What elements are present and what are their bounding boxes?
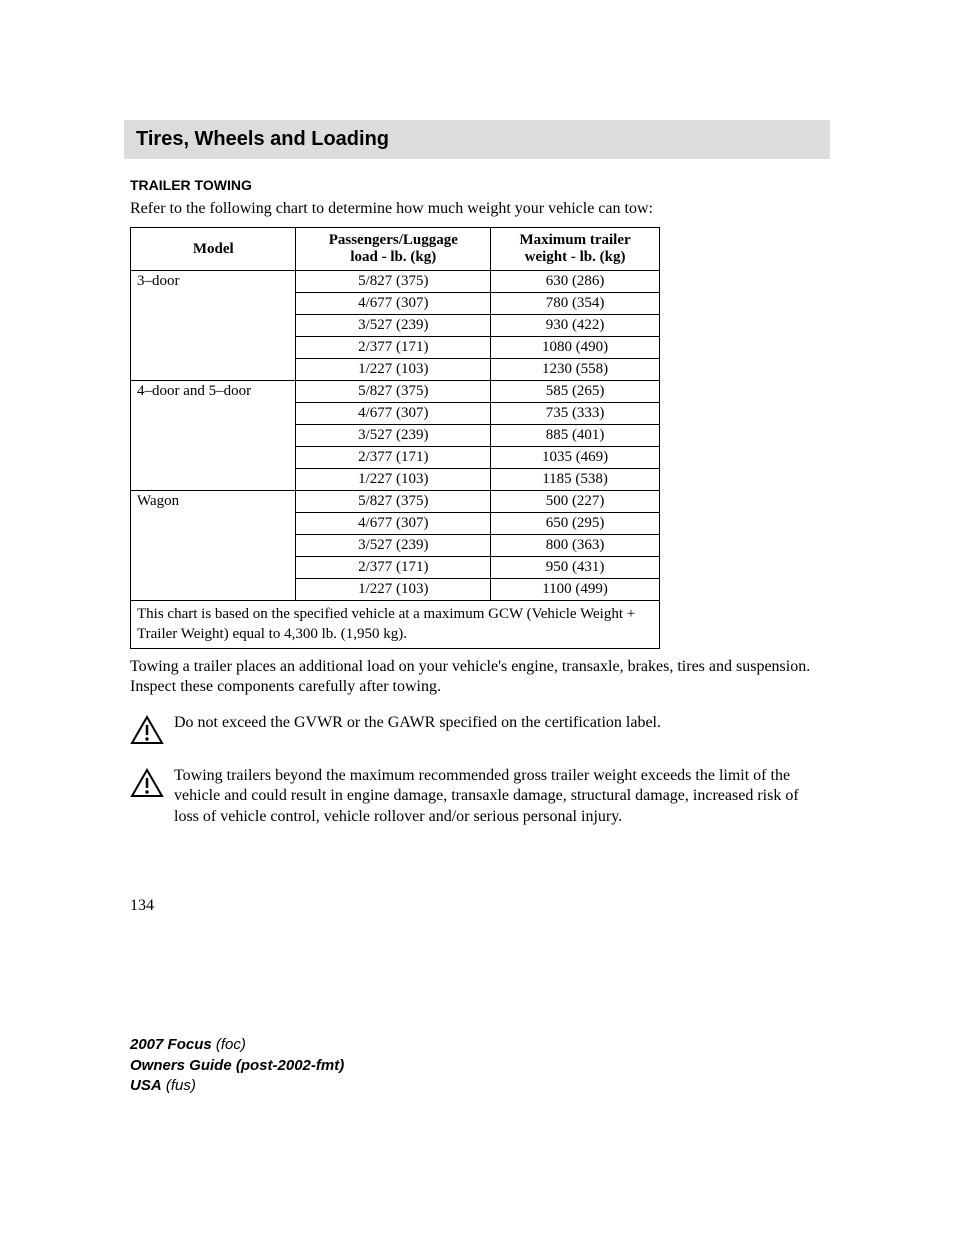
table-footnote-row: This chart is based on the specified veh… bbox=[131, 601, 660, 649]
col-header-text: Passengers/Luggage bbox=[329, 232, 458, 248]
footer-bold: 2007 Focus bbox=[130, 1036, 212, 1053]
load-cell: 4/677 (307) bbox=[296, 513, 491, 535]
col-header-trailer: Maximum trailer weight - lb. (kg) bbox=[491, 228, 660, 271]
load-cell: 5/827 (375) bbox=[296, 491, 491, 513]
trailer-cell: 885 (401) bbox=[491, 425, 660, 447]
warning-block: Towing trailers beyond the maximum recom… bbox=[130, 766, 824, 827]
trailer-cell: 630 (286) bbox=[491, 271, 660, 293]
warning-text: Do not exceed the GVWR or the GAWR speci… bbox=[174, 713, 661, 733]
table-row: 4–door and 5–door5/827 (375)585 (265) bbox=[131, 381, 660, 403]
intro-paragraph: Refer to the following chart to determin… bbox=[130, 199, 824, 219]
load-cell: 1/227 (103) bbox=[296, 469, 491, 491]
subsection-heading: TRAILER TOWING bbox=[130, 177, 824, 193]
col-header-model: Model bbox=[131, 228, 296, 271]
footer-bold: USA bbox=[130, 1077, 162, 1094]
load-cell: 1/227 (103) bbox=[296, 359, 491, 381]
document-footer: 2007 Focus (foc) Owners Guide (post-2002… bbox=[130, 1035, 824, 1096]
footer-italic: (foc) bbox=[216, 1036, 246, 1053]
footer-line: USA (fus) bbox=[130, 1076, 824, 1096]
trailer-cell: 585 (265) bbox=[491, 381, 660, 403]
table-row: 3–door5/827 (375)630 (286) bbox=[131, 271, 660, 293]
load-cell: 1/227 (103) bbox=[296, 579, 491, 601]
warning-triangle-icon bbox=[130, 768, 164, 803]
trailer-cell: 1230 (558) bbox=[491, 359, 660, 381]
trailer-cell: 500 (227) bbox=[491, 491, 660, 513]
col-header-text: load - lb. (kg) bbox=[350, 249, 436, 265]
section-title: Tires, Wheels and Loading bbox=[136, 128, 818, 151]
trailer-cell: 1100 (499) bbox=[491, 579, 660, 601]
trailer-cell: 1185 (538) bbox=[491, 469, 660, 491]
warning-block: Do not exceed the GVWR or the GAWR speci… bbox=[130, 713, 824, 750]
trailer-cell: 800 (363) bbox=[491, 535, 660, 557]
load-cell: 3/527 (239) bbox=[296, 315, 491, 337]
trailer-cell: 950 (431) bbox=[491, 557, 660, 579]
col-header-text: Model bbox=[193, 241, 234, 257]
trailer-cell: 650 (295) bbox=[491, 513, 660, 535]
load-cell: 4/677 (307) bbox=[296, 403, 491, 425]
load-cell: 3/527 (239) bbox=[296, 425, 491, 447]
model-cell: 4–door and 5–door bbox=[131, 381, 296, 491]
warning-triangle-icon bbox=[130, 715, 164, 750]
after-table-paragraph: Towing a trailer places an additional lo… bbox=[130, 657, 824, 697]
load-cell: 3/527 (239) bbox=[296, 535, 491, 557]
section-header-bar: Tires, Wheels and Loading bbox=[124, 120, 830, 159]
col-header-load: Passengers/Luggage load - lb. (kg) bbox=[296, 228, 491, 271]
table-row: Wagon5/827 (375)500 (227) bbox=[131, 491, 660, 513]
towing-capacity-table: Model Passengers/Luggage load - lb. (kg)… bbox=[130, 227, 660, 649]
trailer-cell: 930 (422) bbox=[491, 315, 660, 337]
table-header-row: Model Passengers/Luggage load - lb. (kg)… bbox=[131, 228, 660, 271]
trailer-cell: 735 (333) bbox=[491, 403, 660, 425]
load-cell: 2/377 (171) bbox=[296, 447, 491, 469]
load-cell: 2/377 (171) bbox=[296, 557, 491, 579]
page-number: 134 bbox=[130, 897, 824, 915]
footer-italic: (fus) bbox=[166, 1077, 196, 1094]
load-cell: 2/377 (171) bbox=[296, 337, 491, 359]
table-footnote: This chart is based on the specified veh… bbox=[131, 601, 660, 649]
col-header-text: weight - lb. (kg) bbox=[525, 249, 626, 265]
warning-text: Towing trailers beyond the maximum recom… bbox=[174, 766, 824, 827]
col-header-text: Maximum trailer bbox=[519, 232, 630, 248]
model-cell: 3–door bbox=[131, 271, 296, 381]
model-cell: Wagon bbox=[131, 491, 296, 601]
trailer-cell: 780 (354) bbox=[491, 293, 660, 315]
load-cell: 4/677 (307) bbox=[296, 293, 491, 315]
trailer-cell: 1035 (469) bbox=[491, 447, 660, 469]
footer-line: Owners Guide (post-2002-fmt) bbox=[130, 1056, 824, 1076]
footer-line: 2007 Focus (foc) bbox=[130, 1035, 824, 1055]
load-cell: 5/827 (375) bbox=[296, 271, 491, 293]
load-cell: 5/827 (375) bbox=[296, 381, 491, 403]
trailer-cell: 1080 (490) bbox=[491, 337, 660, 359]
